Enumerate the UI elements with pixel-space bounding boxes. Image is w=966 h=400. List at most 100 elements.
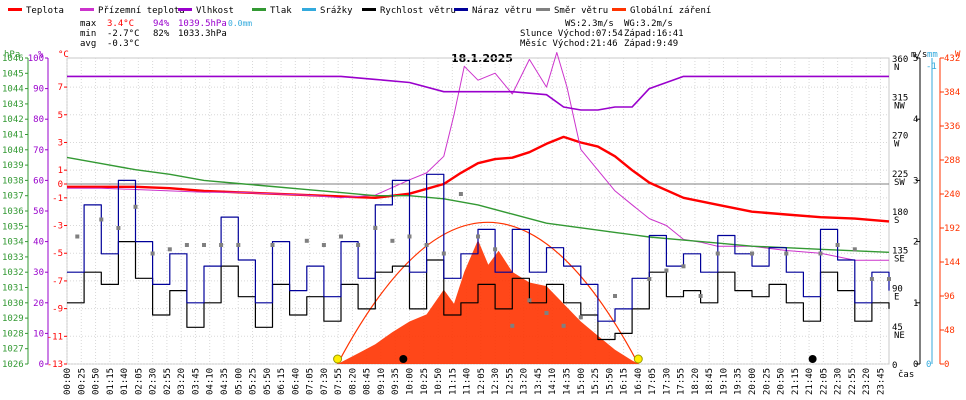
time-tick-label: 18:20 [691,368,701,395]
percent-tick-label: 0 [39,360,44,370]
percent-tick-label: 20 [33,299,44,309]
wind-direction-point [578,315,583,320]
wind-direction-point [339,234,343,239]
w-tick-label: 240 [944,190,960,200]
hpa-tick-label: 1038 [2,176,24,186]
time-tick-label: 11:15 [448,368,458,395]
time-tick-label: 15:00 [577,368,587,395]
celsius-tick-label: 5 [58,111,63,121]
stats-moonset: Západ:9:49 [624,39,678,49]
time-tick-label: 18:45 [705,368,715,395]
axis-title-hpa: hPa [4,50,20,60]
sunrise-marker [333,354,343,364]
wind-direction-point [681,264,686,269]
time-tick-label: 21:15 [791,368,801,395]
legend-label: Přízemní teplota [98,6,185,16]
axis-title-time: čas [898,369,914,380]
time-tick-label: 23:45 [876,368,886,395]
hpa-tick-label: 1039 [2,161,24,171]
stats-avg-label: avg [80,39,96,49]
compass-tick-label: E [894,293,899,303]
wind-direction-point [869,277,874,281]
legend-item-naraz-vetru: Náraz větru [454,6,532,16]
time-tick-label: 17:30 [662,368,672,395]
hpa-tick-label: 1044 [2,85,24,95]
time-tick-label: 10:25 [420,368,430,395]
time-tick-label: 05:50 [263,368,273,395]
ms-tick-label: 2 [913,238,918,248]
legend-label: Náraz větru [472,6,532,16]
celsius-tick-label: 0 [58,180,63,190]
w-tick-label: 432 [944,54,960,64]
legend-item-globalni-zareni: Globální záření [612,6,711,16]
grid [66,58,889,365]
wind-direction-point [664,268,669,273]
wind-direction-point [202,243,206,247]
line-series [66,52,890,341]
direction-tick-label: 270 [892,132,908,142]
wind-direction-point [304,238,309,243]
wind-direction-point [424,243,429,247]
legend-label: Teplota [26,6,64,16]
legend-label: Rychlost větru [380,6,456,16]
time-tick-label: 20:50 [777,368,787,395]
wind-direction-point [715,251,720,256]
series-n-raz-v-tru [67,173,890,322]
series-globalni-zareni [337,240,639,364]
compass-tick-label: N [894,63,899,73]
time-tick-label: 00:50 [92,368,102,395]
axis-ticks: 00:00 00:25 00:50 01:15 01:40 02:05 02:30 02:55… [2,54,960,395]
mm-tick-label: -1 [926,62,937,72]
wind-direction-point [647,277,652,281]
stats-max-temp: 3.4°C [107,19,134,29]
hpa-tick-label: 1046 [2,54,24,64]
time-tick-label: 14:10 [548,368,558,395]
wind-direction-point [99,217,104,222]
stats-min-humidity: 82% [153,29,170,39]
stats-max-label: max [80,19,97,29]
direction-tick-label: 180 [892,208,908,218]
time-tick-label: 20:00 [748,368,758,395]
stats-max-pressure: 1039.5hPa [178,19,227,29]
time-tick-label: 22:05 [819,368,829,395]
legend-label: Vlhkost [196,6,234,16]
time-tick-label: 09:35 [391,368,401,395]
w-tick-label: 336 [944,122,960,132]
wind-direction-point [527,298,532,303]
wind-direction-point [887,277,891,281]
time-tick-label: 13:45 [534,368,544,395]
ms-tick-label: 3 [913,176,918,186]
time-tick-label: 22:55 [848,368,858,395]
hpa-tick-label: 1041 [2,131,24,141]
time-tick-label: 04:35 [220,368,230,395]
hpa-tick-label: 1042 [2,115,24,125]
wind-direction-point [219,243,224,247]
ms-tick-label: 4 [913,115,918,125]
wind-direction-point [167,247,172,252]
time-tick-label: 10:00 [406,368,416,395]
series-vlhkost [67,75,889,111]
hpa-tick-label: 1033 [2,253,24,263]
celsius-tick-label: -1 [52,194,63,204]
celsius-tick-label: 7 [58,83,63,93]
stats-avg-temp: -0.3°C [107,39,140,49]
celsius-tick-label: -5 [52,249,63,259]
direction-tick-label: 135 [892,246,908,256]
time-tick-label: 09:10 [377,368,387,395]
radiation-envelope [337,222,639,365]
legend-item-tlak: Tlak [252,6,292,16]
axis-title-ms: m/s [911,50,927,60]
time-tick-label: 07:55 [334,368,344,395]
wind-direction-point [561,323,566,328]
time-tick-label: 23:20 [862,368,872,395]
time-tick-label: 07:30 [320,368,330,395]
wind-direction-point [493,247,498,252]
wind-direction-point [133,204,138,209]
wind-direction-point [750,251,754,256]
axis-title-w: W [955,50,961,60]
legend-label: Srážky [320,6,353,16]
hpa-tick-label: 1040 [2,146,24,156]
time-tick-label: 02:05 [134,368,144,395]
time-tick-label: 17:55 [677,368,687,395]
